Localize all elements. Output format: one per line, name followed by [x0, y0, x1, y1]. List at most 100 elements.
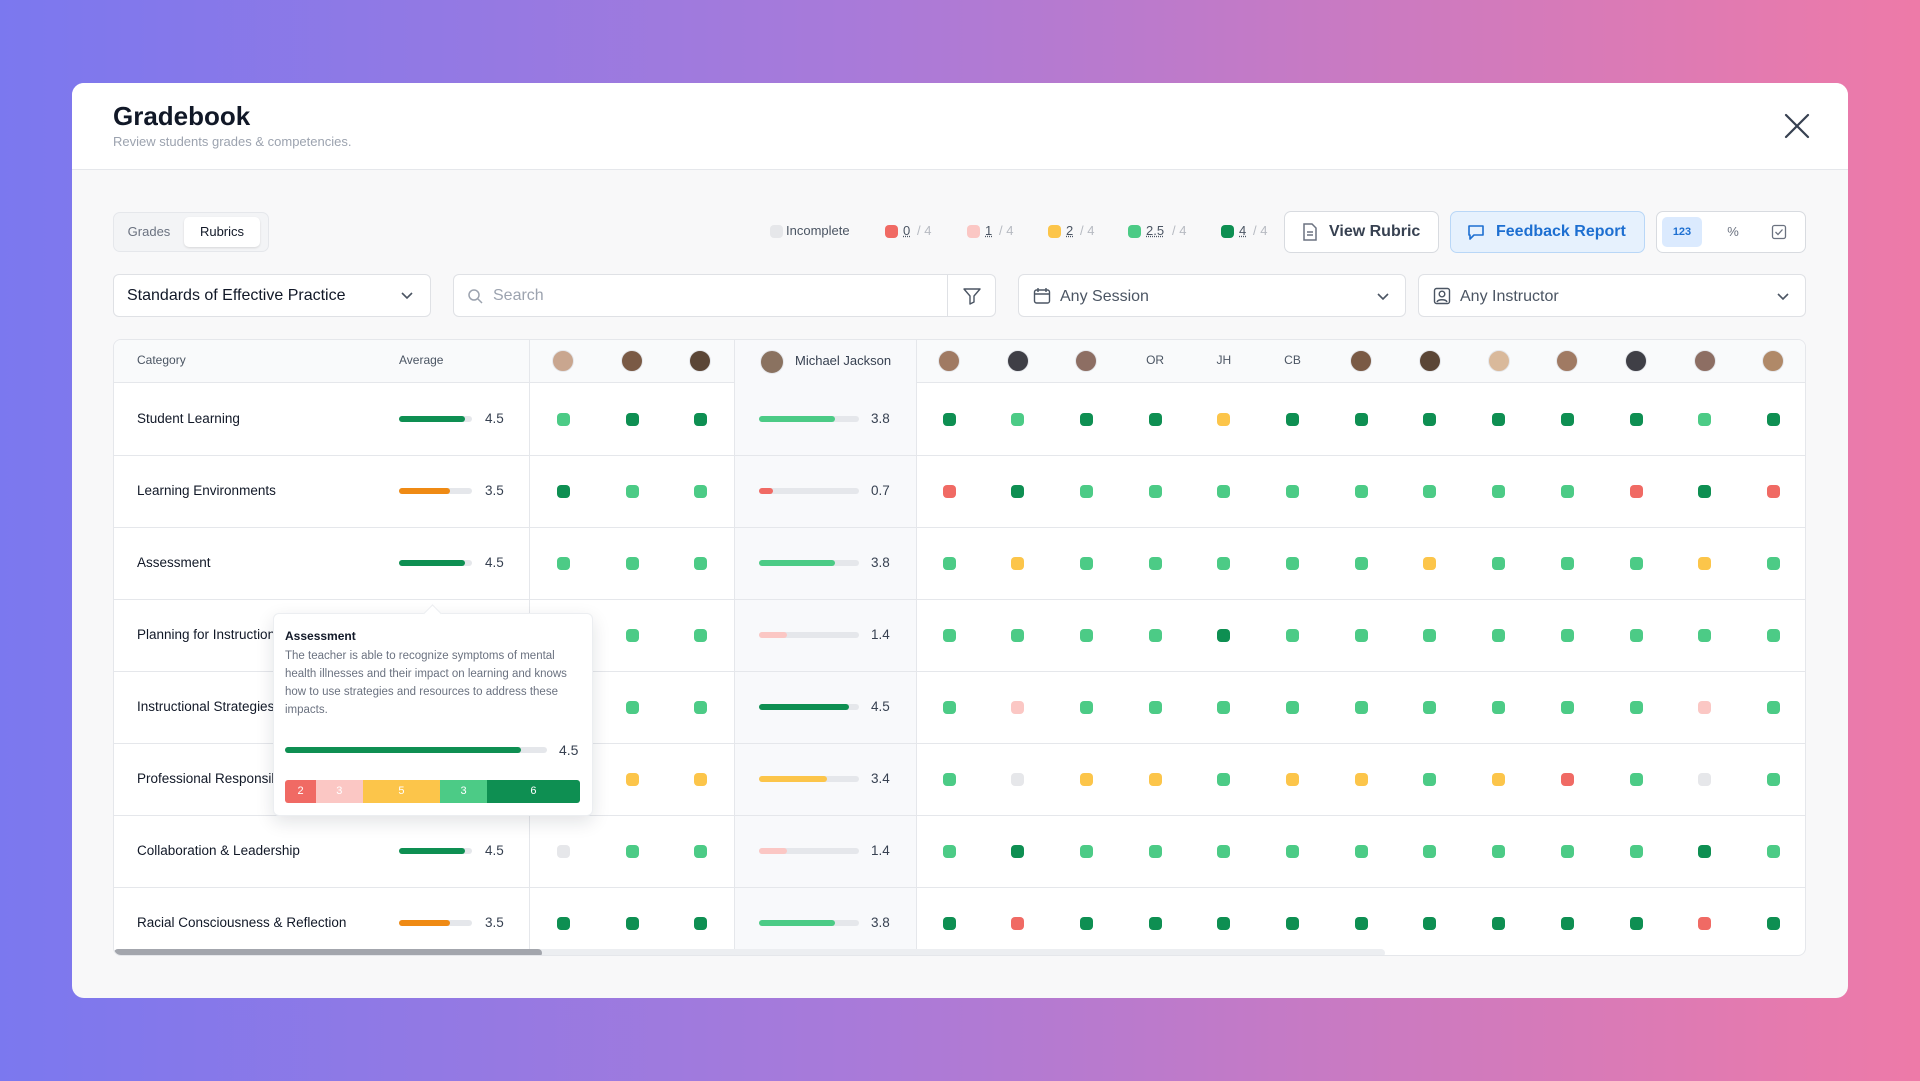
score-dot[interactable] — [693, 916, 707, 930]
score-dot[interactable] — [1492, 556, 1506, 570]
score-dot[interactable] — [1354, 844, 1368, 858]
score-dot[interactable] — [1629, 628, 1643, 642]
score-dot[interactable] — [1423, 844, 1437, 858]
score-dot[interactable] — [1011, 772, 1025, 786]
score-dot[interactable] — [1217, 628, 1231, 642]
score-dot[interactable] — [1492, 700, 1506, 714]
score-dot[interactable] — [1217, 700, 1231, 714]
score-dot[interactable] — [1629, 412, 1643, 426]
score-dot[interactable] — [1492, 412, 1506, 426]
score-dot[interactable] — [1148, 412, 1162, 426]
score-dot[interactable] — [1423, 772, 1437, 786]
score-dot[interactable] — [1629, 916, 1643, 930]
score-dot[interactable] — [625, 628, 639, 642]
score-dot[interactable] — [1423, 556, 1437, 570]
score-dot[interactable] — [1560, 412, 1574, 426]
score-dot[interactable] — [1011, 700, 1025, 714]
score-dot[interactable] — [1217, 484, 1231, 498]
search-box[interactable]: Search — [453, 274, 996, 317]
score-dot[interactable] — [1286, 628, 1299, 642]
score-dot[interactable] — [942, 484, 956, 498]
score-dot[interactable] — [1286, 700, 1299, 714]
score-dot[interactable] — [1698, 916, 1712, 930]
score-dot[interactable] — [1148, 916, 1162, 930]
score-dot[interactable] — [1354, 700, 1368, 714]
score-dot[interactable] — [556, 412, 570, 426]
score-dot[interactable] — [625, 844, 639, 858]
score-dot[interactable] — [693, 412, 707, 426]
score-dot[interactable] — [1354, 556, 1368, 570]
score-dot[interactable] — [1079, 556, 1093, 570]
score-dot[interactable] — [1560, 916, 1574, 930]
score-dot[interactable] — [1148, 844, 1162, 858]
score-dot[interactable] — [1079, 628, 1093, 642]
score-dot[interactable] — [1560, 844, 1574, 858]
score-dot[interactable] — [1698, 844, 1712, 858]
score-dot[interactable] — [693, 772, 707, 786]
score-dot[interactable] — [1423, 484, 1437, 498]
score-dot[interactable] — [1354, 412, 1368, 426]
score-dot[interactable] — [1354, 484, 1368, 498]
score-dot[interactable] — [1766, 772, 1780, 786]
score-dot[interactable] — [1011, 916, 1025, 930]
score-dot[interactable] — [1423, 916, 1437, 930]
toggle-option[interactable]: % — [1727, 224, 1739, 239]
score-dot[interactable] — [1492, 628, 1506, 642]
view-rubric-button[interactable]: View Rubric — [1284, 211, 1439, 253]
score-dot[interactable] — [1560, 700, 1574, 714]
score-dot[interactable] — [1766, 556, 1780, 570]
score-dot[interactable] — [1629, 844, 1643, 858]
score-dot[interactable] — [1286, 556, 1299, 570]
score-dot[interactable] — [942, 916, 956, 930]
score-dot[interactable] — [1354, 628, 1368, 642]
score-dot[interactable] — [1423, 700, 1437, 714]
session-dropdown[interactable]: Any Session — [1018, 274, 1406, 317]
score-dot[interactable] — [1766, 844, 1780, 858]
score-dot[interactable] — [1011, 628, 1025, 642]
close-button[interactable] — [1784, 113, 1810, 139]
score-dot[interactable] — [1492, 844, 1506, 858]
score-dot[interactable] — [1286, 772, 1299, 786]
score-dot[interactable] — [1629, 772, 1643, 786]
score-dot[interactable] — [1492, 484, 1506, 498]
score-dot[interactable] — [1560, 484, 1574, 498]
score-dot[interactable] — [1286, 916, 1299, 930]
tab[interactable]: Rubrics — [184, 217, 260, 247]
score-dot[interactable] — [1698, 628, 1712, 642]
filter-icon[interactable] — [963, 287, 981, 310]
checkbox-icon[interactable] — [1771, 224, 1787, 245]
score-dot[interactable] — [942, 700, 956, 714]
score-dot[interactable] — [1766, 484, 1780, 498]
score-dot[interactable] — [1011, 412, 1025, 426]
score-dot[interactable] — [1148, 628, 1162, 642]
score-dot[interactable] — [1217, 844, 1231, 858]
score-dot[interactable] — [942, 628, 956, 642]
score-dot[interactable] — [1629, 556, 1643, 570]
score-dot[interactable] — [1011, 844, 1025, 858]
score-dot[interactable] — [1148, 556, 1162, 570]
score-dot[interactable] — [1079, 772, 1093, 786]
score-dot[interactable] — [1148, 484, 1162, 498]
score-dot[interactable] — [1217, 556, 1231, 570]
toggle-option[interactable]: 123 — [1662, 217, 1702, 247]
score-dot[interactable] — [625, 412, 639, 426]
score-dot[interactable] — [1079, 484, 1093, 498]
score-dot[interactable] — [1286, 412, 1299, 426]
score-dot[interactable] — [625, 916, 639, 930]
score-dot[interactable] — [625, 484, 639, 498]
score-dot[interactable] — [1423, 628, 1437, 642]
feedback-report-button[interactable]: Feedback Report — [1450, 211, 1645, 253]
score-dot[interactable] — [1217, 412, 1231, 426]
score-dot[interactable] — [1011, 556, 1025, 570]
score-dot[interactable] — [942, 844, 956, 858]
score-dot[interactable] — [693, 556, 707, 570]
score-dot[interactable] — [625, 700, 639, 714]
score-dot[interactable] — [1079, 412, 1093, 426]
score-dot[interactable] — [942, 772, 956, 786]
score-dot[interactable] — [1217, 772, 1231, 786]
score-dot[interactable] — [1560, 772, 1574, 786]
score-dot[interactable] — [1560, 556, 1574, 570]
score-dot[interactable] — [1766, 412, 1780, 426]
score-dot[interactable] — [1492, 916, 1506, 930]
score-dot[interactable] — [942, 412, 956, 426]
